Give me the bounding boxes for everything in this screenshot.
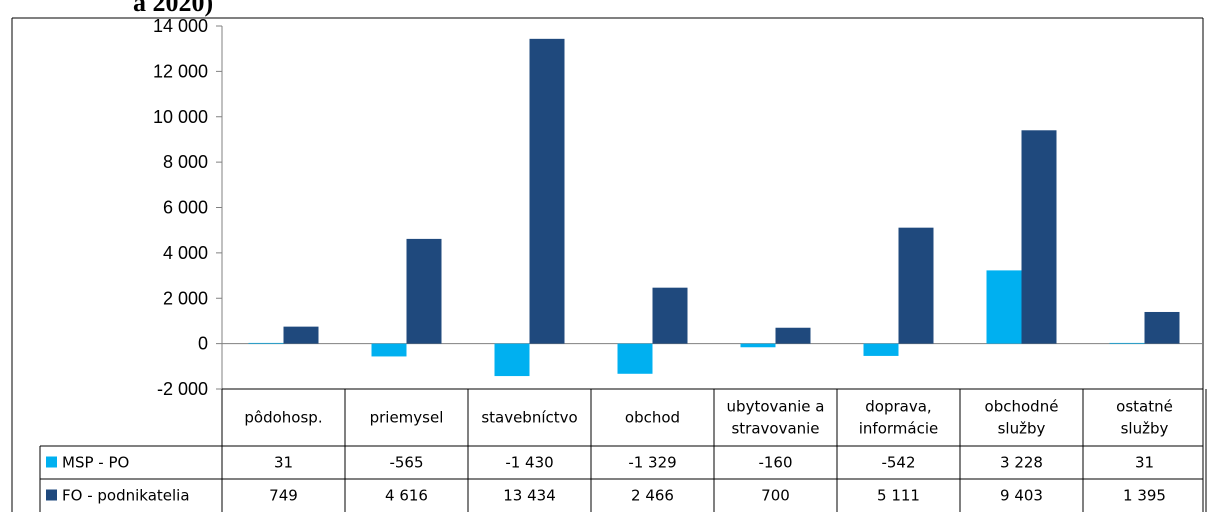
bar-msp-po xyxy=(863,343,899,356)
category-label: obchod xyxy=(625,409,680,427)
y-tick-label: 2 000 xyxy=(163,288,208,308)
category-label: informácie xyxy=(859,420,938,438)
series-name: MSP - PO xyxy=(62,454,129,472)
series-name: FO - podnikatelia xyxy=(62,487,190,505)
bar-msp-po xyxy=(371,343,407,357)
bar-fo-podnikatelia xyxy=(652,287,688,344)
y-tick-label: -2 000 xyxy=(157,379,208,399)
data-label: 5 111 xyxy=(877,487,920,505)
bar-msp-po xyxy=(1109,342,1145,344)
category-label: stavebníctvo xyxy=(481,409,577,427)
data-label: 31 xyxy=(1135,454,1154,472)
data-label: 31 xyxy=(274,454,293,472)
category-label: priemysel xyxy=(370,409,444,427)
bar-msp-po xyxy=(494,343,530,377)
category-label: doprava, xyxy=(865,398,931,416)
category-label: služby xyxy=(998,420,1046,438)
data-label: -542 xyxy=(881,454,915,472)
bar-fo-podnikatelia xyxy=(898,227,934,344)
bar-fo-podnikatelia xyxy=(283,326,319,344)
category-label: ubytovanie a xyxy=(727,398,825,416)
data-label: -160 xyxy=(758,454,792,472)
category-label: služby xyxy=(1121,420,1169,438)
y-tick-label: 6 000 xyxy=(163,198,208,218)
data-label: -565 xyxy=(389,454,423,472)
legend-key-msp-po xyxy=(46,456,57,468)
category-label: obchodné xyxy=(985,398,1059,416)
y-tick-label: 4 000 xyxy=(163,243,208,263)
data-label: 2 466 xyxy=(631,487,674,505)
data-label: 4 616 xyxy=(385,487,428,505)
bar-msp-po xyxy=(986,270,1022,344)
data-label: 13 434 xyxy=(503,487,556,505)
bar-fo-podnikatelia xyxy=(1021,130,1057,344)
data-label: 3 228 xyxy=(1000,454,1043,472)
data-label: -1 329 xyxy=(628,454,676,472)
data-label: 9 403 xyxy=(1000,487,1043,505)
data-label: 749 xyxy=(269,487,298,505)
legend-key-fo-podnikatelia xyxy=(46,489,57,501)
category-label: pôdohosp. xyxy=(244,409,322,427)
y-tick-label: 10 000 xyxy=(153,107,208,127)
y-tick-label: 0 xyxy=(198,334,208,354)
bar-msp-po xyxy=(740,343,776,348)
bar-msp-po xyxy=(617,343,653,374)
y-tick-label: 12 000 xyxy=(153,61,208,81)
bar-fo-podnikatelia xyxy=(406,238,442,344)
data-label: -1 430 xyxy=(505,454,553,472)
bar-fo-podnikatelia xyxy=(529,38,565,344)
data-label: 700 xyxy=(761,487,790,505)
bar-fo-podnikatelia xyxy=(775,327,811,344)
chart-title-fragment: a 2020) xyxy=(133,0,214,17)
bar-fo-podnikatelia xyxy=(1144,311,1180,344)
bar-msp-po xyxy=(248,342,284,344)
category-label: stravovanie xyxy=(731,420,819,438)
y-tick-label: 14 000 xyxy=(153,16,208,36)
y-tick-label: 8 000 xyxy=(163,152,208,172)
data-label: 1 395 xyxy=(1123,487,1166,505)
category-label: ostatné xyxy=(1116,398,1173,416)
